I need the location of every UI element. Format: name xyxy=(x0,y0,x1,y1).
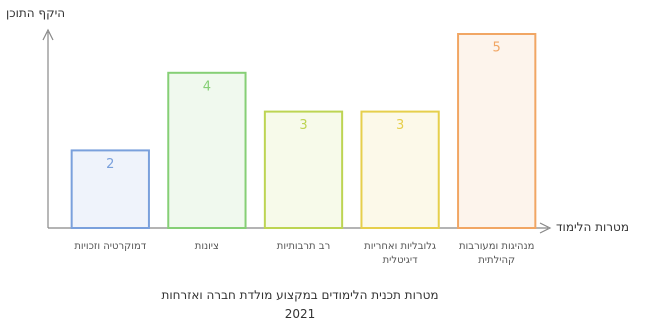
value-label: 4 xyxy=(203,79,211,94)
bar xyxy=(457,33,537,229)
x-tick-label: ציונות xyxy=(194,241,219,252)
value-label: 5 xyxy=(493,41,501,56)
value-label: 3 xyxy=(396,118,404,133)
value-label: 3 xyxy=(299,118,307,133)
chart-title: מטרות תכנית הלימודים במקצוע מולדת חברה ו… xyxy=(161,288,439,321)
bar xyxy=(167,71,247,229)
bar xyxy=(263,110,344,229)
x-tick-label: רב תרבותיות xyxy=(276,241,331,252)
bar xyxy=(70,149,150,229)
x-tick-label: דמוקרטיה וזכויות xyxy=(74,241,147,252)
value-label: 2 xyxy=(106,157,114,172)
y-axis-arrow xyxy=(42,28,54,41)
y-axis-title: היקף התוכן xyxy=(6,6,66,20)
bar xyxy=(360,110,440,229)
x-axis-arrow xyxy=(539,222,552,234)
x-axis-title: מטרות הלימוד xyxy=(556,220,629,234)
x-tick-label: גלובליות ואחריות דיגיטלית xyxy=(364,241,436,266)
x-tick-label: מנהיגות ומעורבות קהילתית xyxy=(458,241,535,266)
